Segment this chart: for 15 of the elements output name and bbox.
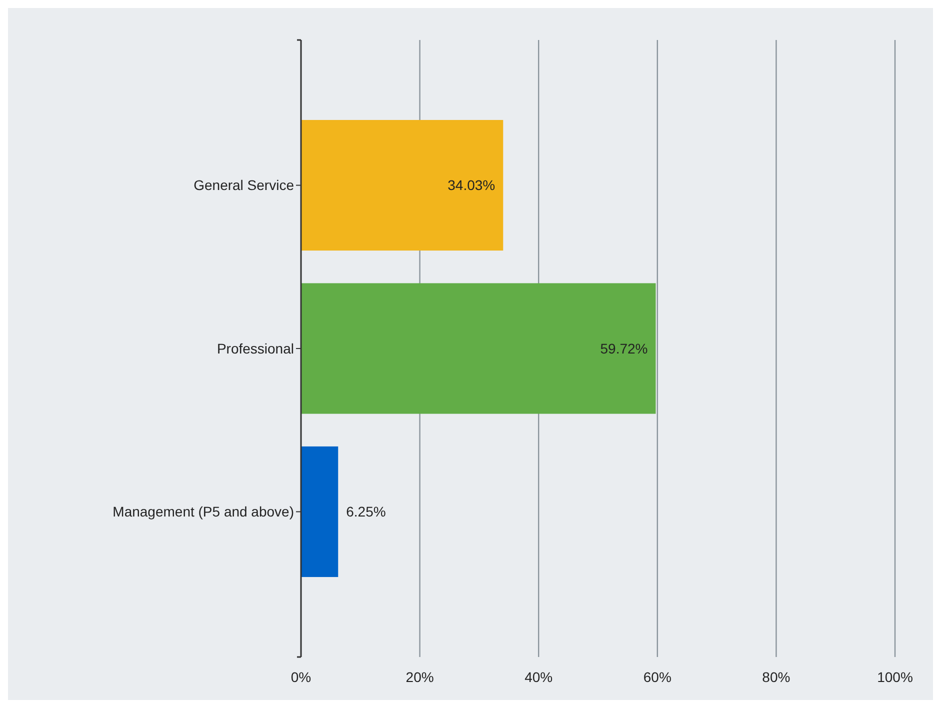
- y-tick-label: General Service: [194, 177, 294, 194]
- x-tick-label: 40%: [524, 669, 553, 685]
- x-tick-label: 100%: [877, 669, 913, 685]
- x-tick-label: 0%: [290, 669, 312, 685]
- data-label: 6.25%: [346, 504, 386, 520]
- bar: [301, 446, 338, 578]
- x-tick-label: 80%: [762, 669, 790, 685]
- x-tick-label: 20%: [406, 669, 434, 685]
- data-label: 34.03%: [448, 177, 496, 194]
- bar: [301, 283, 656, 414]
- y-tick-label: Management (P5 and above): [112, 504, 294, 520]
- data-label: 59.72%: [600, 340, 648, 356]
- y-tick-label: Professional: [216, 340, 294, 356]
- x-tick-label: 60%: [643, 669, 672, 685]
- bar: [301, 120, 504, 251]
